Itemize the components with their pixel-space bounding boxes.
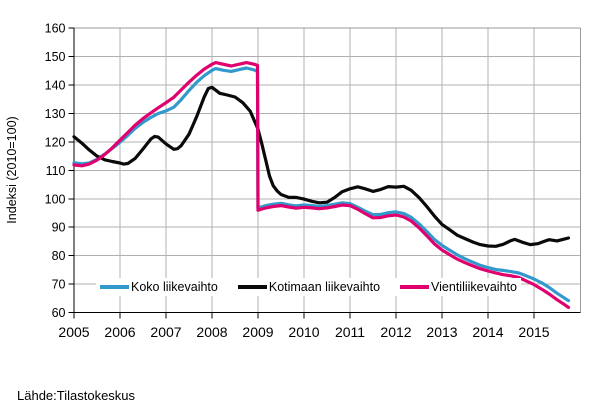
legend-item-kotimaan-liikevaihto: Kotimaan liikevaihto — [237, 280, 381, 294]
axes — [68, 27, 581, 319]
legend-item-koko-liikevaihto: Koko liikevaihto — [100, 280, 218, 294]
legend: Koko liikevaihto Kotimaan liikevaihto Vien… — [96, 278, 521, 296]
legend-line-swatch — [237, 285, 267, 289]
x-tick-label: 2010 — [288, 324, 319, 340]
y-tick-label: 130 — [45, 107, 66, 121]
x-tick-label: 2012 — [380, 324, 411, 340]
plot-border — [74, 27, 581, 313]
x-tick-label: 2006 — [104, 324, 135, 340]
legend-label: Vientiliikevaihto — [431, 280, 517, 294]
y-tick-label: 160 — [45, 22, 66, 36]
x-tick-label: 2013 — [426, 324, 457, 340]
legend-label: Koko liikevaihto — [131, 280, 218, 294]
y-axis-title: Indeksi (2010=100) — [5, 116, 19, 224]
legend-line-swatch — [100, 285, 129, 289]
y-tick-label: 140 — [45, 79, 66, 93]
series-vientiliikevaihto — [72, 61, 571, 309]
legend-label: Kotimaan liikevaihto — [268, 280, 381, 294]
legend-item-vientiliikevaihto: Vientiliikevaihto — [400, 280, 517, 294]
x-tick-label: 2008 — [196, 324, 227, 340]
x-tick-label: 2011 — [335, 324, 365, 340]
x-tick-label: 2015 — [518, 324, 549, 340]
y-tick-label: 100 — [45, 192, 66, 206]
y-tick-label: 150 — [45, 50, 66, 64]
series-koko-liikevaihto — [72, 66, 571, 303]
series-kotimaan-liikevaihto — [72, 85, 571, 248]
y-tick-label: 110 — [46, 164, 66, 178]
x-tick-label: 2014 — [472, 324, 503, 340]
legend-line-swatch — [400, 285, 430, 289]
y-tick-label: 70 — [52, 278, 66, 292]
source-note: Lähde:Tilastokeskus — [17, 388, 136, 403]
x-tick-label: 2009 — [242, 324, 273, 340]
x-tick-label: 2005 — [58, 324, 89, 340]
y-tick-label: 90 — [52, 221, 66, 235]
x-tick-label: 2007 — [150, 324, 181, 340]
axis-tick-labels: 60 70 80 90 100 110 120 130 140 150 160 2005 2006 200… — [45, 22, 550, 340]
y-tick-label: 60 — [52, 306, 66, 320]
y-tick-label: 120 — [45, 135, 66, 149]
y-tick-label: 80 — [52, 249, 66, 263]
